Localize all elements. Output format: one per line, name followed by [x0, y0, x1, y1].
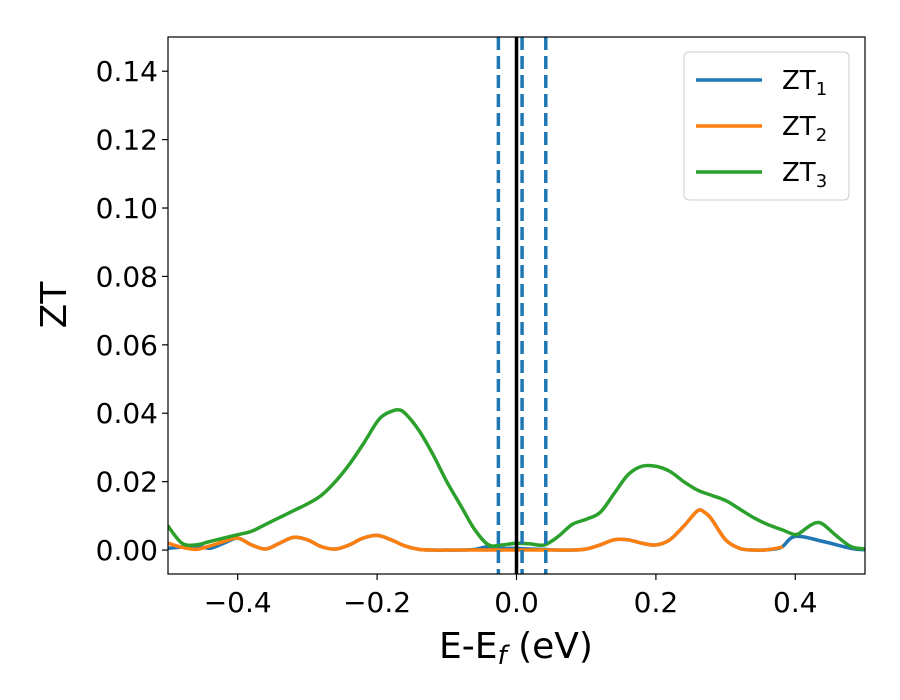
x-tick-label: 0.2	[634, 586, 679, 619]
y-tick-label: 0.08	[96, 260, 158, 293]
legend-box	[683, 51, 850, 201]
y-tick-label: 0.14	[96, 55, 158, 88]
x-ticks: −0.4 −0.2 0.0 0.2 0.4	[204, 574, 818, 619]
y-tick-label: 0.04	[96, 397, 158, 430]
y-tick-label: 0.00	[96, 534, 158, 567]
legend-label-zt2: ZT2	[782, 112, 827, 146]
vertical-lines-layer	[496, 37, 548, 574]
x-tick-label: 0.0	[494, 586, 539, 619]
x-tick-label: 0.4	[773, 586, 818, 619]
series-line-zt2	[168, 508, 784, 552]
y-tick-label: 0.12	[96, 124, 158, 157]
legend-label-zt1: ZT1	[782, 66, 827, 100]
y-axis-label: ZT	[34, 281, 75, 329]
y-tick-label: 0.06	[96, 329, 158, 362]
y-tick-label: 0.10	[96, 192, 158, 225]
x-tick-label: −0.2	[343, 586, 411, 619]
legend: ZT1 ZT2 ZT3	[683, 51, 850, 201]
y-ticks: 0.00 0.02 0.04 0.06 0.08 0.10 0.12 0.14	[96, 55, 168, 567]
legend-label-zt3: ZT3	[782, 158, 827, 192]
x-axis-label: E-Ef (eV)	[439, 626, 593, 671]
legend-entries: ZT1 ZT2 ZT3	[696, 66, 827, 192]
x-tick-label: −0.4	[204, 586, 272, 619]
y-tick-label: 0.02	[96, 466, 158, 499]
